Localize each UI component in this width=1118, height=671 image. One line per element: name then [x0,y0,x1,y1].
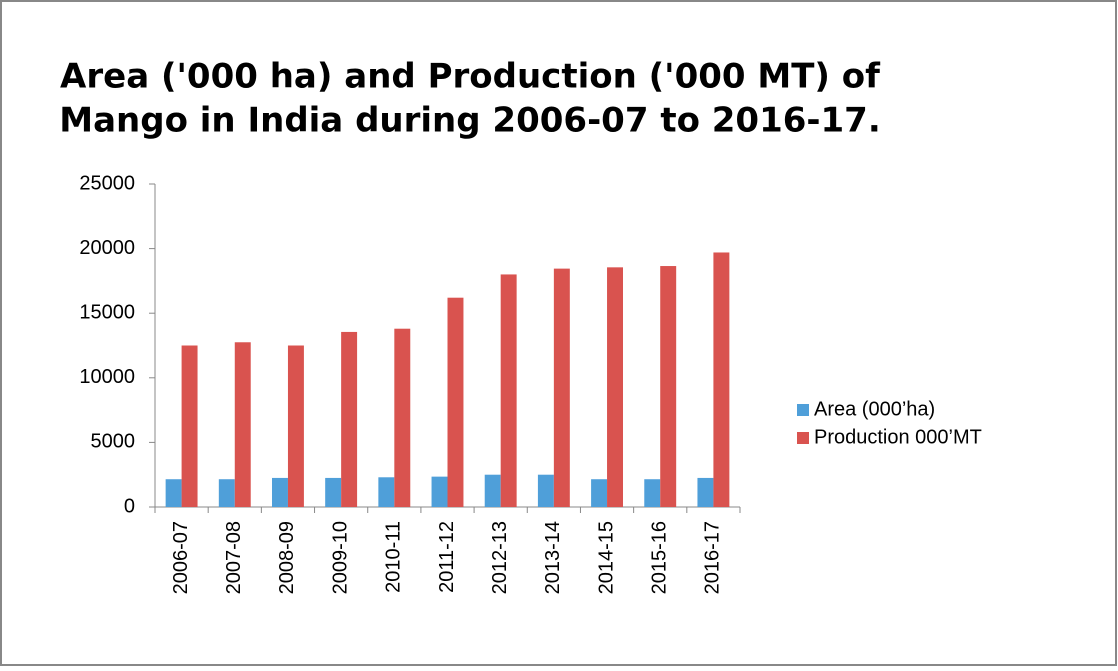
bar [394,328,411,507]
chart-title: Area ('000 ha) and Production ('000 MT) … [60,57,881,97]
x-tick-label: 2015-16 [649,521,671,594]
bar [287,345,304,507]
y-tick-label: 25000 [79,172,135,194]
legend-swatch [797,404,809,416]
bar [484,474,501,507]
bar [378,477,395,507]
y-tick-label: 5000 [91,431,136,453]
bar [607,267,623,507]
bar [234,342,251,507]
bar [447,297,464,507]
bar [181,345,198,507]
x-tick-label: 2006-07 [170,521,192,594]
bar [272,477,288,507]
y-tick-label: 15000 [79,301,135,323]
bar [165,479,182,507]
legend-swatch [797,432,809,444]
x-tick-label: 2011-12 [436,521,458,593]
bar [591,479,608,507]
bar [553,268,570,507]
bar [697,477,714,507]
bar [537,474,554,507]
x-tick-label: 2007-08 [223,521,245,594]
legend-label: Production 000’MT [814,426,982,448]
x-tick-label: 2016-17 [702,521,724,594]
x-tick-label: 2012-13 [489,521,511,594]
bar [660,266,677,507]
bar [341,331,358,507]
bar [500,274,517,507]
x-tick-label: 2008-09 [276,521,298,594]
x-tick-label: 2013-14 [542,521,564,594]
bar [325,477,342,507]
y-tick-label: 10000 [79,366,135,388]
legend-label: Area (000’ha) [814,398,935,420]
x-tick-label: 2014-15 [595,521,617,594]
chart-title: Mango in India during 2006-07 to 2016-17… [59,101,881,141]
y-tick-label: 20000 [79,237,135,259]
x-tick-label: 2010-11 [383,521,405,593]
bar [218,479,235,507]
bar [713,252,730,507]
bar [644,479,661,507]
y-tick-label: 0 [124,495,135,517]
bar [431,476,448,507]
x-tick-label: 2009-10 [329,521,351,594]
